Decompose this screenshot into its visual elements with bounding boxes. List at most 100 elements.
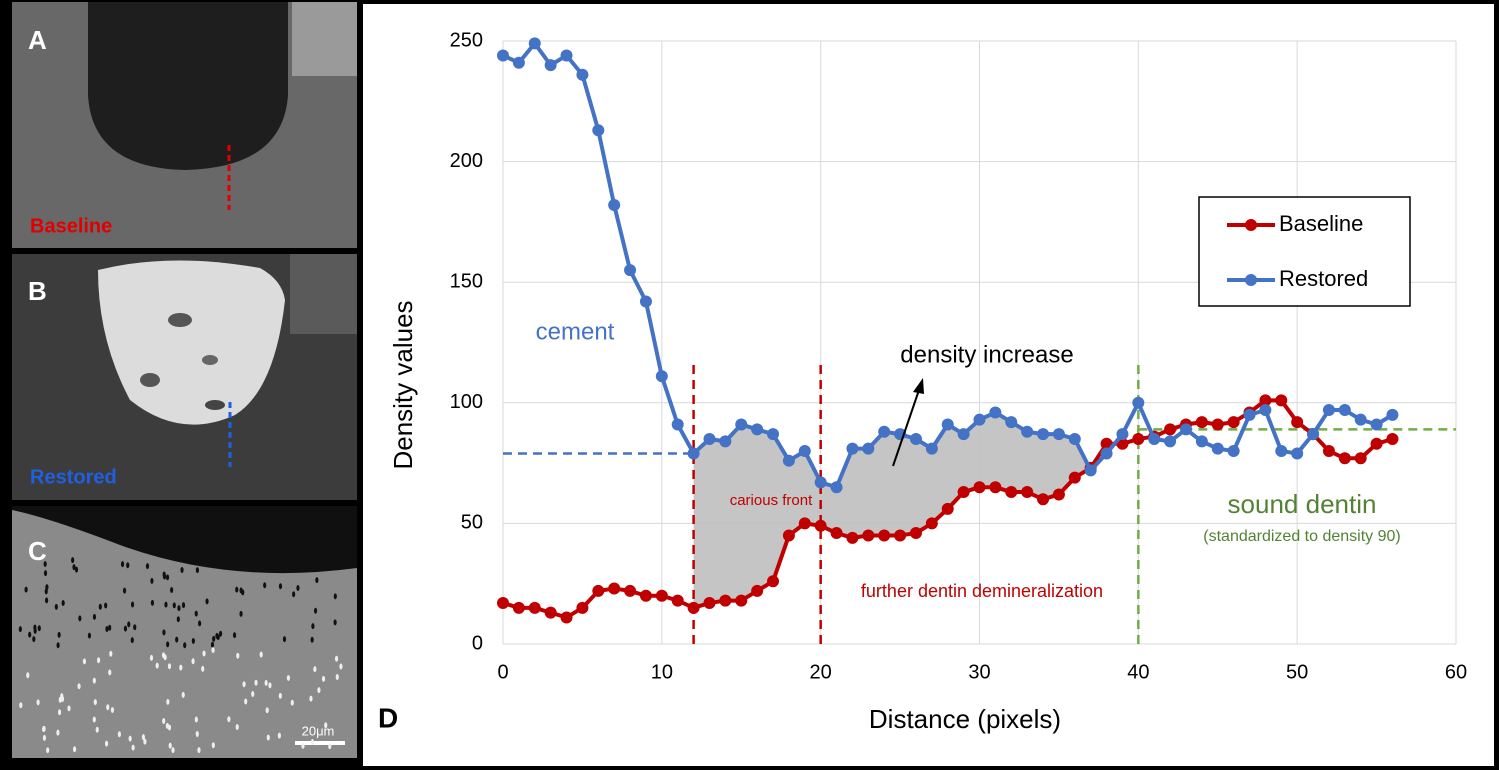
- image-pore: [335, 673, 339, 680]
- image-pore: [150, 577, 154, 584]
- data-point: [1021, 486, 1034, 499]
- data-point: [1338, 404, 1351, 417]
- image-pore: [201, 665, 205, 672]
- chart-bg: [363, 4, 1494, 766]
- image-pore: [96, 657, 101, 664]
- data-point: [1084, 464, 1097, 477]
- image-pore: [242, 681, 246, 688]
- data-point: [1259, 404, 1272, 417]
- image-pore: [266, 734, 270, 741]
- image-pore: [162, 717, 166, 724]
- image-pore: [145, 563, 150, 570]
- data-point: [608, 582, 621, 595]
- data-point: [1227, 445, 1240, 458]
- data-point: [957, 486, 970, 499]
- data-point: [576, 68, 589, 81]
- data-point: [1100, 447, 1113, 460]
- data-point: [973, 413, 986, 426]
- legend-label: Restored: [1279, 266, 1368, 291]
- data-point: [909, 527, 922, 540]
- image-pore: [197, 747, 201, 754]
- x-tick-label: 0: [497, 661, 508, 683]
- image-pore: [37, 625, 41, 632]
- data-point: [1132, 432, 1145, 445]
- image-pore: [244, 698, 248, 705]
- data-point: [1338, 452, 1351, 465]
- data-point: [671, 418, 684, 431]
- y-tick-label: 50: [461, 512, 483, 534]
- data-point: [1291, 416, 1304, 429]
- image-pore: [61, 599, 65, 606]
- image-cavity: [88, 2, 288, 170]
- panel-caption: Restored: [30, 466, 117, 488]
- image-pore: [277, 732, 281, 739]
- data-point: [1370, 437, 1383, 450]
- image-pore: [162, 573, 167, 580]
- data-point: [639, 589, 652, 602]
- data-point: [1322, 445, 1335, 458]
- data-point: [751, 423, 764, 436]
- image-pore: [324, 722, 328, 729]
- data-point: [1037, 493, 1050, 506]
- data-point: [894, 529, 907, 542]
- data-point: [1068, 432, 1081, 445]
- image-pore: [117, 731, 121, 738]
- data-point: [735, 418, 748, 431]
- image-pore: [130, 637, 134, 644]
- data-point: [925, 442, 938, 455]
- image-pore: [264, 679, 268, 686]
- image-pore: [166, 698, 170, 705]
- data-point: [1068, 471, 1081, 484]
- data-point: [1179, 423, 1192, 436]
- image-pore: [218, 630, 223, 637]
- data-point: [925, 517, 938, 530]
- image-pore: [172, 602, 176, 609]
- image-pore: [194, 610, 198, 617]
- data-point: [497, 49, 509, 62]
- data-point: [1386, 408, 1399, 421]
- image-pore: [333, 619, 337, 626]
- data-point: [941, 418, 954, 431]
- image-pore: [71, 557, 75, 564]
- data-point: [1291, 447, 1304, 460]
- image-pore: [78, 615, 82, 622]
- x-tick-label: 50: [1286, 661, 1308, 683]
- data-point: [767, 575, 780, 588]
- data-point: [1021, 425, 1034, 438]
- image-pore: [235, 586, 239, 593]
- data-point: [735, 594, 748, 607]
- image-pore: [259, 651, 263, 658]
- image-pore: [72, 564, 76, 571]
- image-pore: [241, 589, 245, 596]
- panel-a: [12, 2, 357, 248]
- image-pore: [198, 620, 202, 627]
- data-point: [1354, 413, 1367, 426]
- data-point: [671, 594, 684, 607]
- data-point: [1037, 428, 1050, 441]
- image-pore: [128, 735, 132, 742]
- image-pore: [18, 626, 22, 633]
- data-point: [814, 476, 827, 489]
- image-pore: [170, 587, 174, 594]
- data-point: [1227, 416, 1240, 429]
- annotation: (standardized to density 90): [1203, 528, 1400, 545]
- image-pore: [108, 624, 112, 631]
- image-pore: [28, 631, 32, 638]
- image-pore: [54, 603, 58, 610]
- image-pore: [24, 586, 28, 593]
- annotation: cement: [536, 318, 615, 345]
- image-pore: [227, 716, 231, 723]
- legend-marker: [1245, 274, 1257, 286]
- data-point: [862, 442, 875, 455]
- y-tick-label: 150: [450, 270, 483, 292]
- image-pore: [334, 655, 339, 662]
- image-pore: [286, 674, 291, 681]
- data-point: [989, 481, 1002, 494]
- panel-b: [12, 254, 357, 500]
- image-pore: [278, 583, 283, 590]
- image-pore: [315, 577, 319, 584]
- image-pore: [310, 636, 314, 643]
- image-pore: [195, 730, 199, 737]
- data-point: [846, 442, 859, 455]
- image-pore: [92, 677, 96, 684]
